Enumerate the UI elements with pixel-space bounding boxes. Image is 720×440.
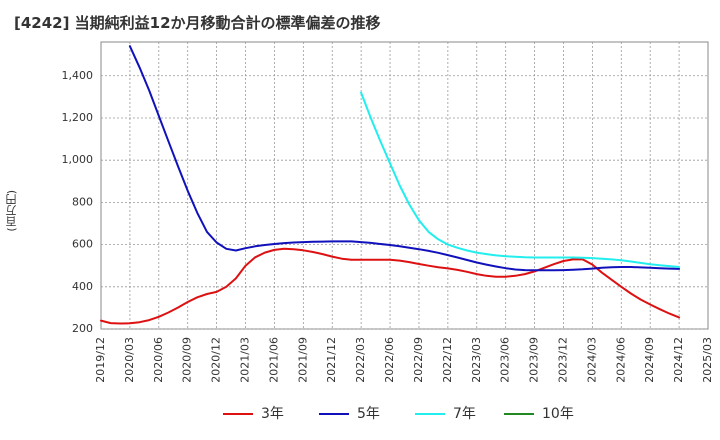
x-tick-label: 2024/09 bbox=[643, 337, 656, 383]
plot-area bbox=[100, 41, 709, 330]
x-tick-label: 2023/12 bbox=[556, 337, 569, 383]
x-tick-label: 2022/09 bbox=[412, 337, 425, 383]
y-tick-label: 1,200 bbox=[62, 111, 94, 124]
legend-label-4: 10年 bbox=[542, 406, 574, 422]
x-tick-label: 2021/09 bbox=[296, 337, 309, 383]
y-tick-label: 400 bbox=[72, 280, 93, 293]
x-tick-label: 2019/12 bbox=[94, 337, 107, 383]
series-line-1 bbox=[100, 247, 681, 325]
y-tick-label: 800 bbox=[72, 195, 93, 208]
x-tick-label: 2023/06 bbox=[499, 337, 512, 383]
x-tick-label: 2024/12 bbox=[672, 337, 685, 383]
x-tick-label: 2021/03 bbox=[239, 337, 252, 383]
y-tick-label: 1,000 bbox=[62, 153, 94, 166]
series-line-3 bbox=[360, 91, 681, 268]
x-tick-label: 2020/12 bbox=[210, 337, 223, 383]
x-tick-label: 2021/12 bbox=[325, 337, 338, 383]
x-tick-label: 2022/03 bbox=[354, 337, 367, 383]
x-tick-label: 2020/06 bbox=[152, 337, 165, 383]
x-tick-label: 2020/09 bbox=[181, 337, 194, 383]
x-tick-label: 2021/06 bbox=[267, 337, 280, 383]
legend-label-1: 3年 bbox=[261, 406, 284, 422]
legend-label-2: 5年 bbox=[357, 406, 380, 422]
series-line-2 bbox=[128, 45, 681, 272]
x-tick-label: 2023/03 bbox=[470, 337, 483, 383]
x-tick-label: 2024/03 bbox=[585, 337, 598, 383]
chart-title: [4242] 当期純利益12か月移動合計の標準偏差の推移 bbox=[14, 14, 381, 32]
x-tick-label: 2022/06 bbox=[383, 337, 396, 383]
x-tick-label: 2022/12 bbox=[441, 337, 454, 383]
y-tick-label: 1,400 bbox=[62, 69, 94, 82]
y-tick-label: 600 bbox=[72, 238, 93, 251]
x-tick-label: 2020/03 bbox=[123, 337, 136, 383]
y-tick-label: 200 bbox=[72, 322, 93, 335]
x-tick-label: 2025/03 bbox=[701, 337, 714, 383]
x-tick-label: 2024/06 bbox=[614, 337, 627, 383]
x-tick-label: 2023/09 bbox=[528, 337, 541, 383]
legend-label-3: 7年 bbox=[453, 406, 476, 422]
